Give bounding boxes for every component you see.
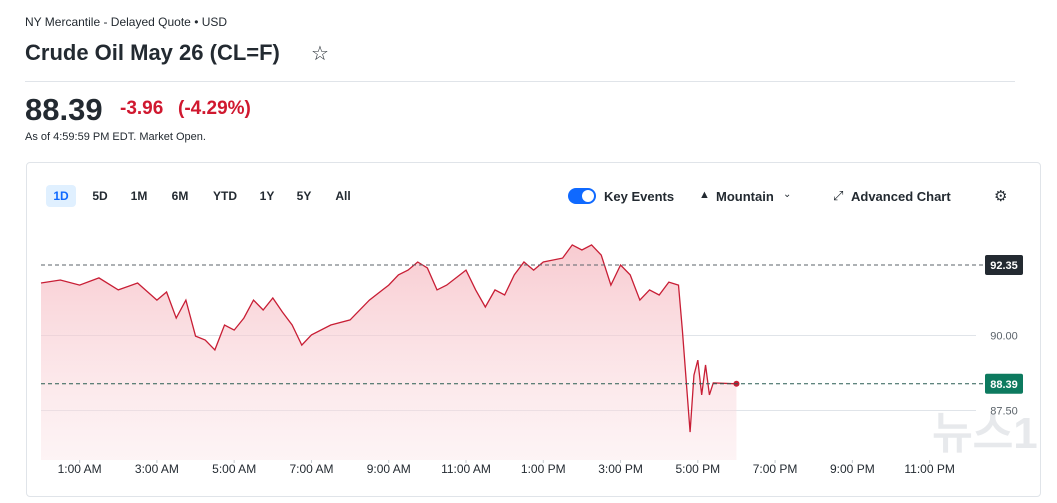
y-tick-label: 90.00	[990, 331, 1018, 343]
area	[41, 244, 737, 460]
x-tick-label: 11:00 AM	[441, 462, 491, 476]
title: Crude Oil May 26 (CL=F)	[25, 40, 280, 65]
badge-label: 92.35	[990, 260, 1018, 272]
range-button[interactable]: 6M	[171, 189, 189, 203]
line	[40, 244, 737, 433]
y-tick-label: 87.50	[990, 406, 1018, 418]
range-button[interactable]: 5Y	[296, 189, 312, 203]
change: -3.96	[120, 98, 164, 119]
x-tick-label: 9:00 AM	[367, 462, 411, 476]
x-tick-label: 5:00 AM	[212, 462, 256, 476]
watermark: 뉴스1	[932, 409, 1037, 458]
key-events[interactable]: Key Events	[604, 189, 675, 204]
x-tick-label: 5:00 PM	[675, 462, 720, 476]
x-tick-label: 9:00 PM	[830, 462, 875, 476]
range-button[interactable]: YTD	[213, 189, 237, 203]
badge-label: 88.39	[990, 379, 1018, 391]
chart-type[interactable]: Mountain	[716, 189, 774, 204]
x-tick-label: 1:00 AM	[58, 462, 102, 476]
mountain-icon: ▲	[699, 189, 710, 201]
range-button[interactable]: 1Y	[259, 189, 275, 203]
settings[interactable]: ⚙	[994, 188, 1008, 205]
chart-box	[26, 162, 1041, 497]
x-tick-label: 3:00 PM	[598, 462, 643, 476]
caret: ⌄	[783, 189, 792, 200]
x-tick-label: 3:00 AM	[135, 462, 179, 476]
change-percent: (-4.29%)	[178, 98, 251, 119]
watch-star[interactable]: ☆	[311, 43, 329, 65]
expand-icon: ⤢	[833, 188, 844, 203]
x-tick-label: 11:00 PM	[904, 462, 954, 476]
as-of: As of 4:59:59 PM EDT. Market Open.	[25, 131, 206, 143]
badge	[985, 373, 1023, 394]
range-button[interactable]: All	[335, 189, 351, 203]
badge	[985, 255, 1023, 275]
exchange: NY Mercantile - Delayed Quote • USD	[25, 15, 228, 29]
range-button[interactable]: 1D	[46, 185, 76, 207]
advanced-chart[interactable]: Advanced Chart	[851, 189, 951, 204]
price: 88.39	[25, 92, 103, 127]
toggle[interactable]	[568, 188, 596, 204]
x-tick-label: 1:00 PM	[521, 462, 566, 476]
divider	[25, 81, 1015, 82]
range-button[interactable]: 1M	[130, 189, 148, 203]
x-tick-label: 7:00 AM	[289, 462, 333, 476]
x-tick-label: 7:00 PM	[753, 462, 798, 476]
range-button[interactable]: 5D	[92, 189, 108, 203]
